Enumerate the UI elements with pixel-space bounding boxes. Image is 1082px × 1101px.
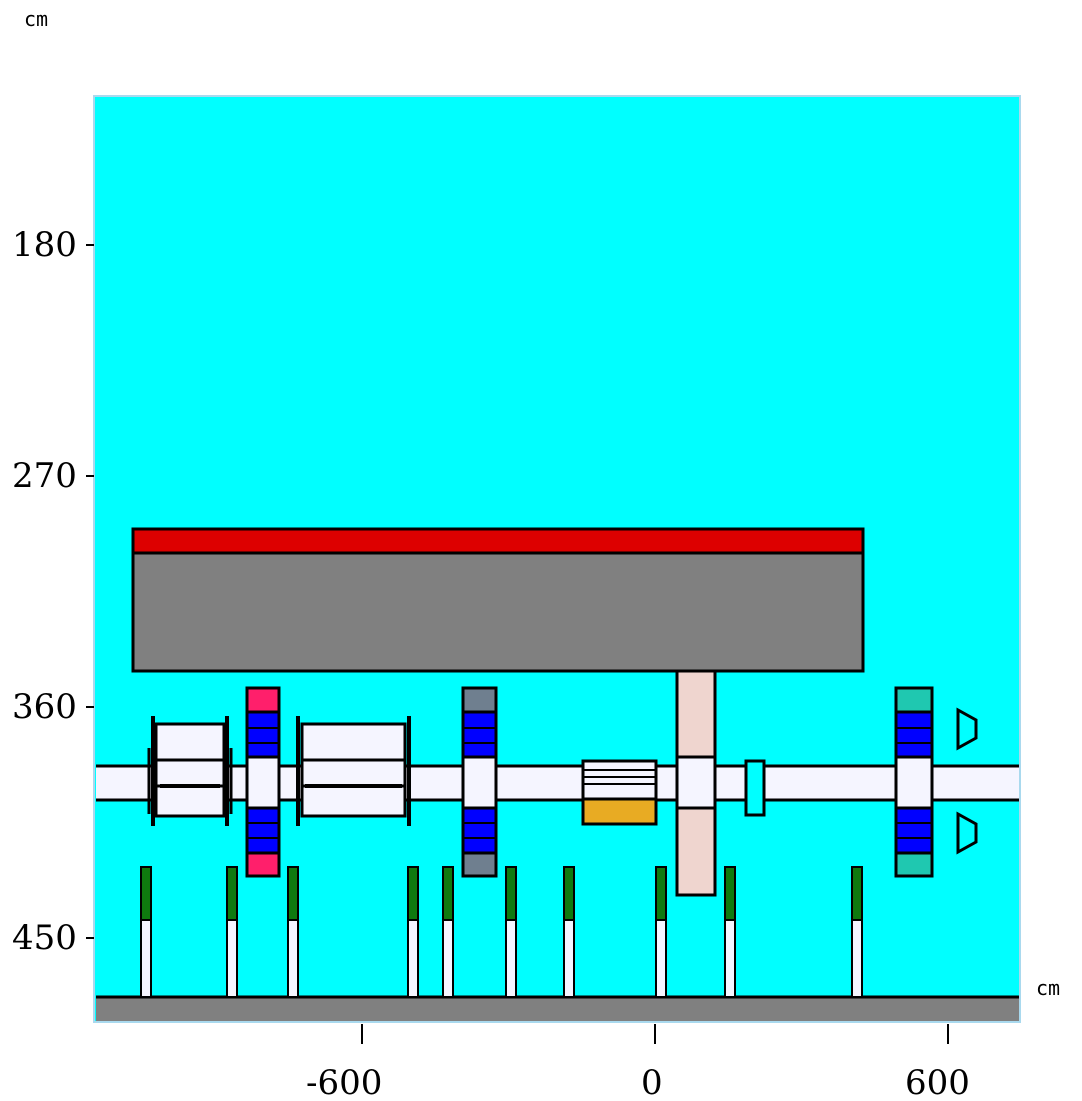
quad-mid-coil [461, 710, 498, 759]
beam-pipe [96, 766, 1019, 800]
target-chamber [581, 759, 658, 826]
support-leg [655, 866, 667, 998]
x-tick-label-0: 0 [641, 1063, 663, 1101]
y-tick-label-360: 360 [12, 687, 77, 727]
quad-mid-cap-bottom [461, 851, 498, 878]
quad-right-cap-bottom [894, 851, 934, 878]
cavity-long [296, 716, 411, 826]
support-leg [140, 866, 152, 998]
plot-area: 180 270 360 450 -600 0 600 [12, 95, 1021, 1101]
quad-left-gap [245, 755, 281, 810]
quad-mid-gap [461, 755, 498, 810]
support-leg [226, 866, 238, 998]
support-leg [724, 866, 736, 998]
upper-block-top-layer [131, 527, 865, 555]
x-unit-label: cm [1036, 976, 1060, 1000]
target-chamber-upper [581, 759, 658, 801]
support-leg [505, 866, 517, 998]
x-tick-label-600: 600 [905, 1063, 970, 1101]
quadrupole-right [894, 686, 934, 878]
x-tick-label-minus600: -600 [306, 1063, 382, 1101]
quad-right-coil [894, 710, 934, 759]
y-unit-label: cm [24, 7, 48, 31]
quad-left-coil [245, 710, 281, 759]
quad-mid-cap-top [461, 686, 498, 714]
quad-left-coil [245, 806, 281, 855]
y-axis [86, 244, 94, 939]
quadrupole-left [245, 686, 281, 878]
support-leg [287, 866, 299, 998]
support-leg [442, 866, 454, 998]
target-chamber-lower [581, 797, 658, 826]
quad-mid-coil [461, 806, 498, 855]
y-tick-label-270: 270 [12, 456, 77, 496]
quad-right-cap-top [894, 686, 934, 714]
detector-lower [956, 811, 978, 855]
y-tick-label-180: 180 [12, 225, 77, 265]
small-flange [744, 759, 766, 817]
support-leg [563, 866, 575, 998]
cavity-left-core [154, 758, 226, 788]
quad-right-coil [894, 806, 934, 855]
x-axis [361, 1024, 949, 1044]
quad-left-cap-bottom [245, 851, 281, 878]
support-leg [851, 866, 863, 998]
quadrupole-middle [461, 686, 498, 878]
supports [140, 866, 863, 998]
floor-slab [96, 996, 1019, 1021]
column-crossing [675, 755, 717, 810]
quad-left-cap-top [245, 686, 281, 714]
cavity-long-core [300, 758, 407, 788]
detector-upper [956, 707, 978, 751]
quad-right-gap [894, 755, 934, 810]
cavity-left [147, 716, 233, 826]
support-leg [407, 866, 419, 998]
y-tick-label-450: 450 [12, 918, 77, 958]
